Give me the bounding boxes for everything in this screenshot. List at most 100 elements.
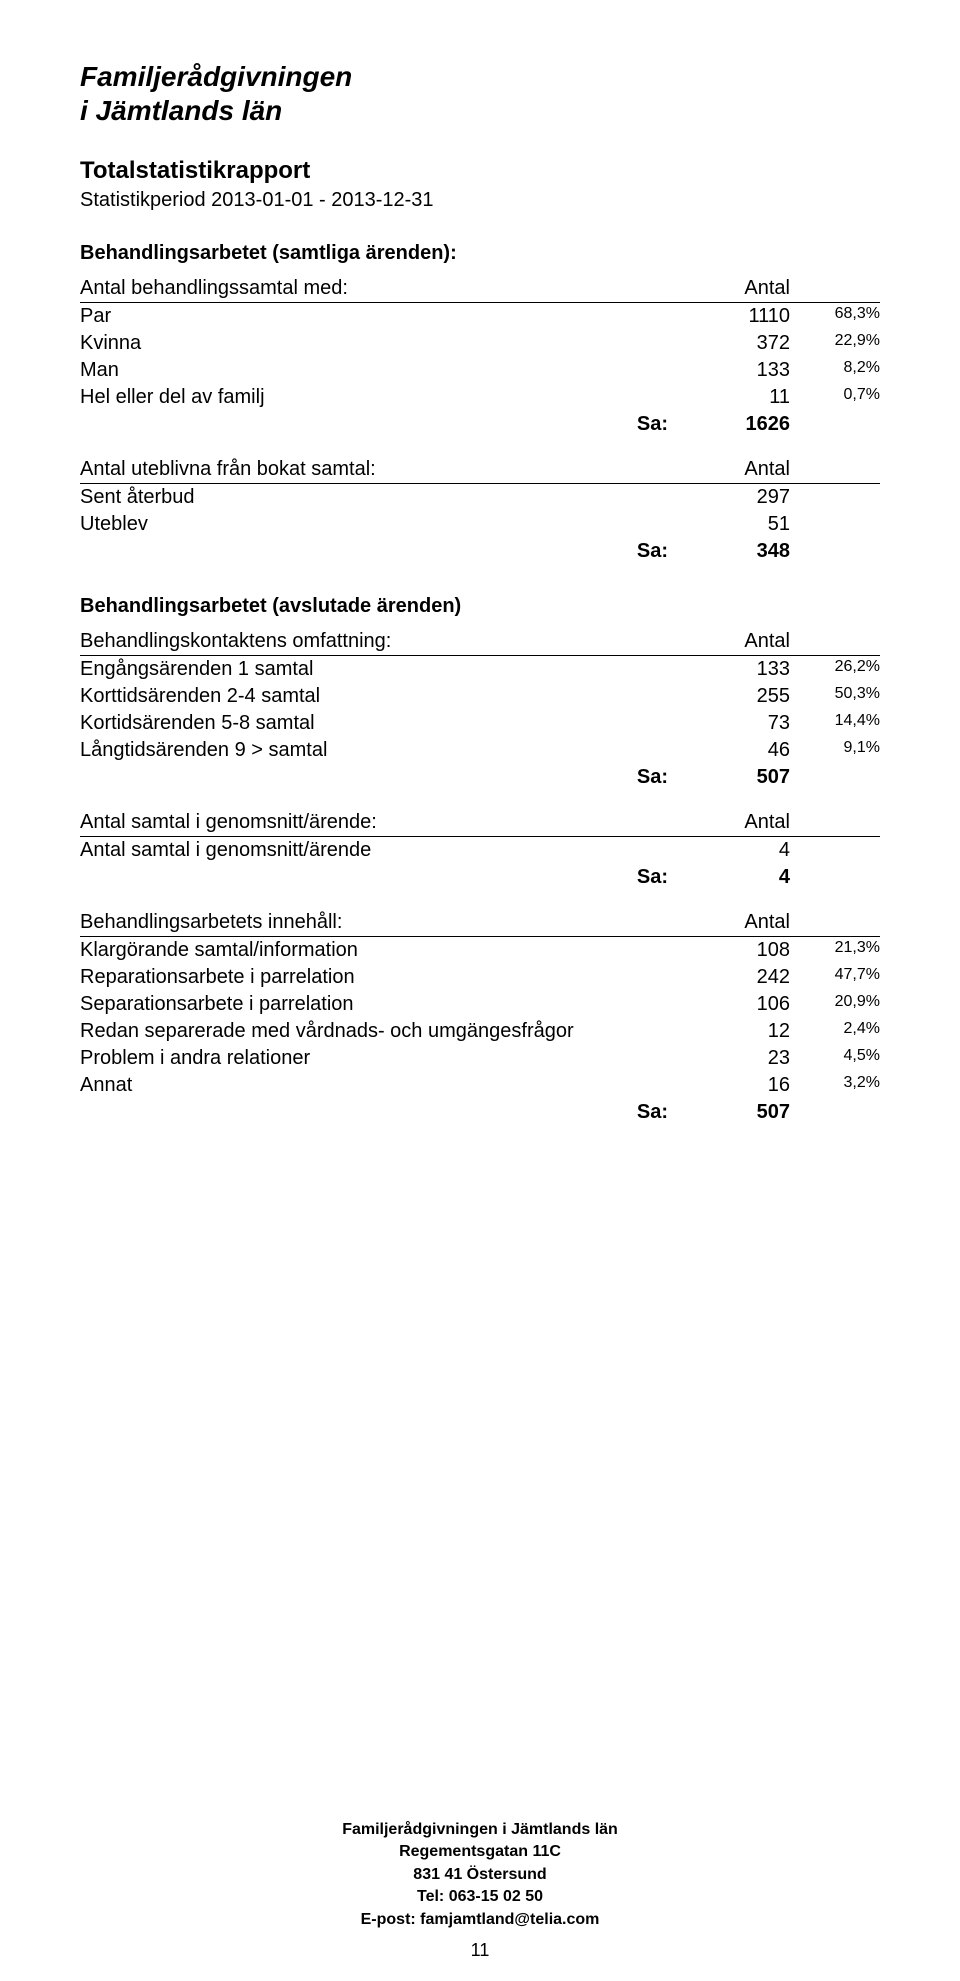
row-label: Reparationsarbete i parrelation <box>80 964 680 991</box>
row-percent <box>790 484 880 511</box>
row-value: 4 <box>680 837 790 864</box>
sa-label: Sa: <box>80 1099 680 1126</box>
sum-row-uteblivna: Sa: 348 <box>80 538 880 565</box>
footer-tel: Tel: 063-15 02 50 <box>0 1886 960 1908</box>
table-row: Kvinna37222,9% <box>80 330 880 357</box>
row-value: 242 <box>680 964 790 991</box>
row-percent: 21,3% <box>790 937 880 964</box>
col-header-spacer <box>790 811 880 834</box>
col-header-antal: Antal <box>680 811 790 834</box>
row-label: Kvinna <box>80 330 680 357</box>
row-value: 133 <box>680 656 790 683</box>
sa-spacer <box>790 1099 880 1126</box>
table-row: Engångsärenden 1 samtal13326,2% <box>80 656 880 683</box>
row-label: Korttidsärenden 2-4 samtal <box>80 683 680 710</box>
row-label: Långtidsärenden 9 > samtal <box>80 737 680 764</box>
row-percent: 68,3% <box>790 303 880 330</box>
col-header-antal: Antal <box>680 458 790 481</box>
report-period: Statistikperiod 2013-01-01 - 2013-12-31 <box>80 189 880 212</box>
row-value: 255 <box>680 683 790 710</box>
sa-value: 507 <box>680 1099 790 1126</box>
subheading-innehall: Behandlingsarbetets innehåll: Antal <box>80 911 880 937</box>
row-label: Separationsarbete i parrelation <box>80 991 680 1018</box>
subheading-behandlingssamtal: Antal behandlingssamtal med: Antal <box>80 277 880 303</box>
row-percent <box>790 837 880 864</box>
table-row: Par111068,3% <box>80 303 880 330</box>
table-row: Separationsarbete i parrelation10620,9% <box>80 991 880 1018</box>
row-label: Klargörande samtal/information <box>80 937 680 964</box>
footer-addr1: Regementsgatan 11C <box>0 1841 960 1863</box>
subheading-omfattning: Behandlingskontaktens omfattning: Antal <box>80 630 880 656</box>
table-row: Långtidsärenden 9 > samtal469,1% <box>80 737 880 764</box>
row-label: Par <box>80 303 680 330</box>
rows-genomsnitt: Antal samtal i genomsnitt/ärende4 <box>80 837 880 864</box>
rows-innehall: Klargörande samtal/information10821,3%Re… <box>80 937 880 1099</box>
table-row: Antal samtal i genomsnitt/ärende4 <box>80 837 880 864</box>
sa-value: 1626 <box>680 411 790 438</box>
sa-value: 348 <box>680 538 790 565</box>
row-value: 16 <box>680 1072 790 1099</box>
row-value: 46 <box>680 737 790 764</box>
rows-omfattning: Engångsärenden 1 samtal13326,2%Korttidsä… <box>80 656 880 764</box>
subheading-label: Behandlingsarbetets innehåll: <box>80 911 680 934</box>
row-percent: 50,3% <box>790 683 880 710</box>
row-label: Man <box>80 357 680 384</box>
org-title: Familjerådgivningen i Jämtlands län <box>80 60 880 127</box>
table-row: Kortidsärenden 5-8 samtal7314,4% <box>80 710 880 737</box>
col-header-spacer <box>790 630 880 653</box>
row-value: 12 <box>680 1018 790 1045</box>
row-percent: 0,7% <box>790 384 880 411</box>
row-percent: 26,2% <box>790 656 880 683</box>
row-value: 23 <box>680 1045 790 1072</box>
row-percent: 3,2% <box>790 1072 880 1099</box>
row-value: 1110 <box>680 303 790 330</box>
table-row: Problem i andra relationer234,5% <box>80 1045 880 1072</box>
row-value: 297 <box>680 484 790 511</box>
row-label: Kortidsärenden 5-8 samtal <box>80 710 680 737</box>
row-label: Annat <box>80 1072 680 1099</box>
sum-row-omfattning: Sa: 507 <box>80 764 880 791</box>
row-percent: 8,2% <box>790 357 880 384</box>
row-value: 73 <box>680 710 790 737</box>
row-percent: 20,9% <box>790 991 880 1018</box>
sa-spacer <box>790 764 880 791</box>
table-row: Uteblev51 <box>80 511 880 538</box>
footer-name: Familjerådgivningen i Jämtlands län <box>0 1819 960 1841</box>
sum-row-innehall: Sa: 507 <box>80 1099 880 1126</box>
row-value: 372 <box>680 330 790 357</box>
page-number: 11 <box>0 1940 960 1961</box>
row-value: 108 <box>680 937 790 964</box>
row-value: 51 <box>680 511 790 538</box>
subheading-label: Antal samtal i genomsnitt/ärende: <box>80 811 680 834</box>
sum-row-behandlingssamtal: Sa: 1626 <box>80 411 880 438</box>
sa-spacer <box>790 864 880 891</box>
rows-uteblivna: Sent återbud297Uteblev51 <box>80 484 880 538</box>
table-row: Hel eller del av familj110,7% <box>80 384 880 411</box>
org-line2: i Jämtlands län <box>80 95 282 126</box>
row-percent <box>790 511 880 538</box>
sa-label: Sa: <box>80 411 680 438</box>
row-percent: 22,9% <box>790 330 880 357</box>
footer-addr2: 831 41 Östersund <box>0 1864 960 1886</box>
row-label: Antal samtal i genomsnitt/ärende <box>80 837 680 864</box>
row-label: Problem i andra relationer <box>80 1045 680 1072</box>
report-title: Totalstatistikrapport <box>80 157 880 185</box>
row-label: Uteblev <box>80 511 680 538</box>
subheading-label: Antal uteblivna från bokat samtal: <box>80 458 680 481</box>
sa-spacer <box>790 538 880 565</box>
col-header-antal: Antal <box>680 277 790 300</box>
sum-row-genomsnitt: Sa: 4 <box>80 864 880 891</box>
table-row: Redan separerade med vårdnads- och umgän… <box>80 1018 880 1045</box>
row-percent: 9,1% <box>790 737 880 764</box>
subheading-label: Behandlingskontaktens omfattning: <box>80 630 680 653</box>
section-heading-avslutade: Behandlingsarbetet (avslutade ärenden) <box>80 595 880 618</box>
table-row: Korttidsärenden 2-4 samtal25550,3% <box>80 683 880 710</box>
org-line1: Familjerådgivningen <box>80 61 352 92</box>
row-label: Hel eller del av familj <box>80 384 680 411</box>
table-row: Reparationsarbete i parrelation24247,7% <box>80 964 880 991</box>
footer: Familjerådgivningen i Jämtlands län Rege… <box>0 1819 960 1931</box>
table-row: Annat163,2% <box>80 1072 880 1099</box>
row-percent: 14,4% <box>790 710 880 737</box>
row-value: 11 <box>680 384 790 411</box>
col-header-antal: Antal <box>680 630 790 653</box>
